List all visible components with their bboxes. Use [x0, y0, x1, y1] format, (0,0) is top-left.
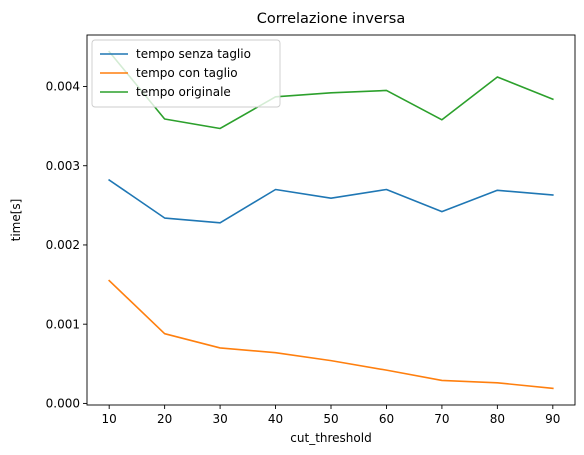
x-tick-label: 60 [379, 412, 394, 426]
legend-entry-label: tempo con taglio [136, 66, 238, 80]
legend-box [91, 39, 281, 108]
x-tick-label: 50 [323, 412, 338, 426]
chart-title: Correlazione inversa [257, 11, 406, 27]
x-axis-label: cut_threshold [290, 431, 371, 445]
y-tick-label: 0.003 [46, 159, 80, 173]
y-tick-label: 0.004 [46, 80, 80, 94]
axes-layer: 10 20 30 40 50 60 70 80 90 0.000 0.001 0.002 0.003 0.… [46, 34, 576, 426]
y-axis-label: time[s] [9, 199, 23, 242]
legend-entry-label: tempo originale [136, 85, 231, 99]
y-tick-label: 0.000 [46, 397, 80, 411]
series-layer [108, 50, 554, 390]
legend: tempo senza taglio tempo con taglio tempo … [91, 39, 281, 108]
y-tick-label: 0.002 [46, 238, 80, 252]
x-tick-label: 20 [157, 412, 172, 426]
x-tick-label: 70 [434, 412, 449, 426]
x-tick-label: 40 [268, 412, 283, 426]
series-line-3 [108, 50, 554, 130]
x-tick-label: 10 [102, 412, 117, 426]
x-tick-label: 80 [490, 412, 505, 426]
legend-entry-label: tempo senza taglio [136, 47, 251, 61]
y-tick-label: 0.001 [46, 317, 80, 331]
x-tick-label: 30 [212, 412, 227, 426]
series-line-2 [108, 279, 554, 390]
x-tick-label: 90 [545, 412, 560, 426]
series-line-1 [108, 178, 554, 224]
